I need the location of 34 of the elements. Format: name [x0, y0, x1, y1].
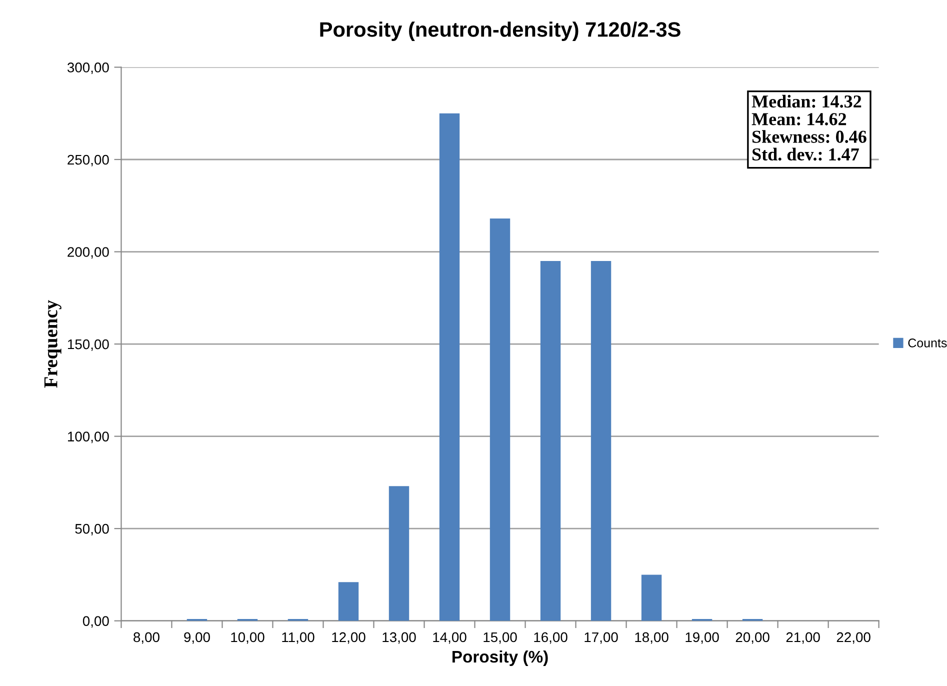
x-tick-label: 17,00: [584, 632, 618, 644]
y-tick-label: 300,00: [67, 62, 109, 74]
bar: [490, 218, 510, 621]
bar: [540, 260, 561, 621]
x-tick-label: 14,00: [433, 632, 466, 644]
bar: [388, 486, 410, 621]
x-axis-title: Porosity (%): [452, 650, 548, 666]
y-tick-label: 0,00: [82, 616, 109, 628]
bar: [338, 582, 359, 621]
x-tick-label: 22,00: [836, 632, 870, 644]
y-tick-label: 100,00: [68, 432, 109, 444]
bar: [590, 260, 612, 621]
x-tick-label: 19,00: [686, 632, 719, 644]
x-tick-label: 18,00: [635, 632, 668, 644]
y-tick-label: 50,00: [75, 524, 109, 536]
y-tick-label: 250,00: [68, 154, 109, 166]
x-tick-label: 15,00: [484, 632, 517, 644]
bar: [439, 113, 460, 621]
y-axis-title: Frequency: [44, 300, 62, 388]
x-tick-label: 13,00: [382, 632, 416, 644]
bar: [641, 574, 662, 621]
x-tick-label: 16,00: [534, 632, 568, 644]
y-tick-label: 200,00: [68, 247, 109, 259]
x-tick-label: 12,00: [332, 632, 366, 644]
chart-title: Porosity (neutron-density) 7120/2-3S: [320, 22, 680, 41]
legend-label: Counts: [908, 338, 947, 348]
y-tick-label: 150,00: [68, 339, 109, 351]
x-tick-label: 21,00: [786, 632, 820, 644]
annotation: Median: 14.32 Mean: 14.62 Skewness: 0.46 Std. dev.: 1.47: [752, 94, 866, 161]
x-tick-label: 10,00: [231, 632, 264, 644]
x-tick-label: 9,00: [184, 632, 210, 644]
x-tick-label: 20,00: [736, 632, 770, 644]
x-tick-label: 8,00: [134, 632, 160, 644]
x-tick-label: 11,00: [282, 632, 314, 644]
